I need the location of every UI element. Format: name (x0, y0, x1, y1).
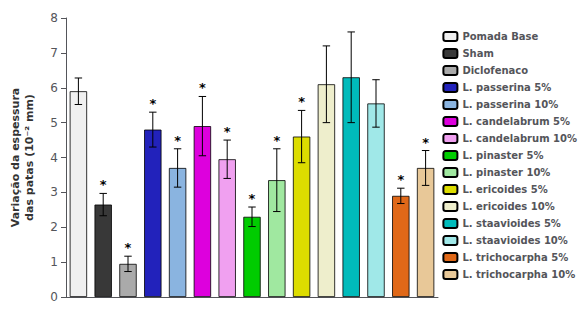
svg-text:L. pinaster 10%: L. pinaster 10% (462, 167, 550, 178)
svg-text:L. candelabrum 10%: L. candelabrum 10% (462, 133, 577, 144)
svg-text:*: * (149, 96, 156, 111)
svg-text:Sham: Sham (462, 48, 494, 59)
svg-text:8: 8 (50, 11, 58, 25)
svg-text:L. passerina 5%: L. passerina 5% (462, 82, 551, 93)
svg-text:0: 0 (50, 290, 58, 304)
svg-text:*: * (224, 124, 231, 139)
svg-text:3: 3 (50, 185, 58, 199)
svg-text:*: * (249, 191, 256, 206)
svg-text:das patas (10⁻² mm): das patas (10⁻² mm) (23, 94, 36, 221)
svg-text:L. passerina 10%: L. passerina 10% (462, 99, 558, 110)
svg-text:*: * (100, 177, 107, 192)
svg-text:Pomada Base: Pomada Base (462, 31, 538, 42)
svg-text:L. staavioides 10%: L. staavioides 10% (462, 235, 567, 246)
svg-text:*: * (298, 94, 305, 109)
svg-text:L. ericoides 5%: L. ericoides 5% (462, 184, 547, 195)
svg-text:L. staavioides 5%: L. staavioides 5% (462, 218, 560, 229)
svg-text:L. trichocarpha 10%: L. trichocarpha 10% (462, 269, 575, 280)
svg-text:*: * (422, 135, 429, 150)
svg-text:*: * (397, 172, 404, 187)
svg-text:*: * (174, 133, 181, 148)
svg-text:6: 6 (50, 81, 58, 95)
svg-text:L. ericoides 10%: L. ericoides 10% (462, 201, 554, 212)
svg-text:5: 5 (50, 116, 58, 130)
svg-text:L. candelabrum 5%: L. candelabrum 5% (462, 116, 570, 127)
svg-text:L. pinaster 5%: L. pinaster 5% (462, 150, 543, 161)
svg-text:Variação da espessura: Variação da espessura (9, 88, 22, 228)
svg-text:*: * (199, 80, 206, 95)
svg-text:2: 2 (50, 220, 58, 234)
svg-text:*: * (125, 240, 132, 255)
svg-text:1: 1 (50, 255, 58, 269)
svg-text:Diclofenaco: Diclofenaco (462, 65, 528, 76)
svg-text:L. trichocarpha 5%: L. trichocarpha 5% (462, 252, 568, 263)
svg-text:7: 7 (50, 46, 58, 60)
svg-text:*: * (273, 133, 280, 148)
svg-text:4: 4 (50, 151, 58, 165)
